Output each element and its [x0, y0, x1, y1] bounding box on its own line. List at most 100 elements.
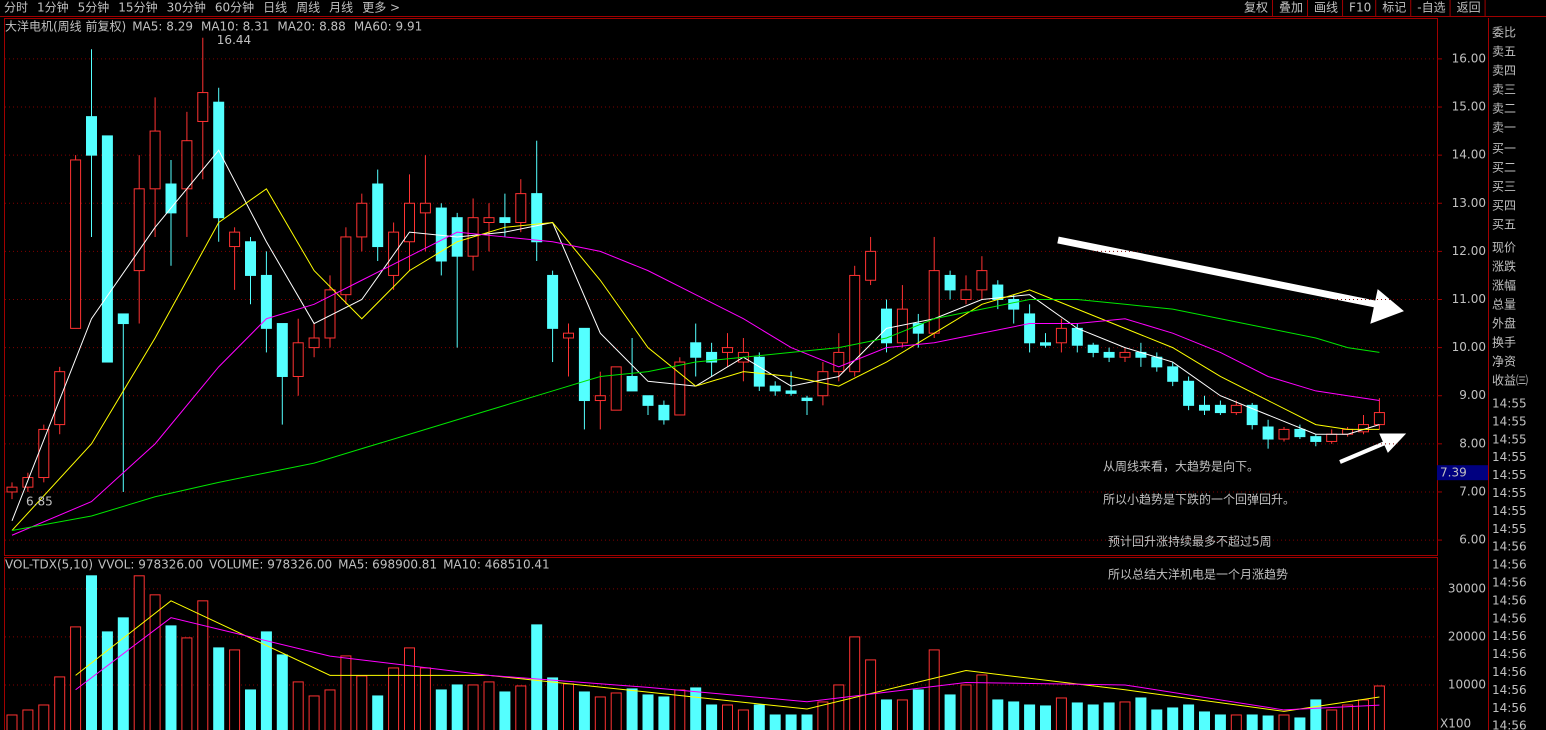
period-tab[interactable]: 60分钟 — [215, 0, 254, 15]
volume-bar — [531, 624, 543, 730]
toolbar-button[interactable]: 画线 — [1314, 1, 1338, 15]
volume-bar — [372, 695, 384, 730]
quote-time: 14:55 — [1492, 522, 1527, 536]
ma-line — [11, 298, 1380, 531]
period-tab[interactable]: 30分钟 — [167, 0, 206, 15]
annotation: 所以总结大洋机电是一个月涨趋势 — [1108, 567, 1288, 582]
period-tab[interactable]: 月线 — [329, 1, 353, 15]
volume-bar — [388, 667, 400, 730]
candle-body — [1214, 404, 1226, 414]
y-tick-label: 15.00 — [1452, 100, 1486, 114]
candle-body — [1040, 342, 1051, 346]
period-tab[interactable]: 15分钟 — [118, 0, 157, 15]
toolbar-button[interactable]: -自选 — [1417, 1, 1445, 15]
volume-bar — [245, 689, 256, 730]
period-tab[interactable]: 日线 — [263, 1, 287, 15]
candle-body — [642, 395, 654, 406]
volume-bar — [706, 704, 718, 730]
period-tab[interactable]: 分时 — [4, 1, 28, 15]
volume-bar — [149, 594, 161, 730]
volume-bar — [817, 701, 829, 730]
quote-time: 14:56 — [1492, 576, 1527, 590]
candle-body — [578, 327, 590, 402]
quote-time: 14:56 — [1492, 540, 1527, 554]
period-tab[interactable]: 1分钟 — [37, 0, 69, 15]
period-tab[interactable]: 周线 — [296, 1, 320, 15]
quote-label: 总量 — [1492, 298, 1516, 312]
candle-body — [594, 395, 606, 402]
volume-bar — [1119, 701, 1131, 730]
quote-time: 14:55 — [1492, 468, 1527, 482]
candle-body — [276, 323, 288, 377]
candle-body — [547, 274, 559, 329]
toolbar-button[interactable]: F10 — [1349, 1, 1371, 15]
quote-time: 14:56 — [1492, 719, 1527, 730]
volume-bar — [1055, 697, 1067, 730]
toolbar-button[interactable]: 返回 — [1457, 1, 1481, 15]
volume-bar — [594, 696, 606, 730]
volume-bar — [1008, 701, 1020, 730]
volume-bar — [1040, 705, 1051, 730]
candle-body — [1055, 327, 1067, 344]
candle-body — [165, 183, 177, 214]
y-tick-label: 9.00 — [1459, 388, 1486, 402]
quote-time: 14:56 — [1492, 629, 1527, 643]
candle-body — [372, 183, 384, 248]
toolbar-button[interactable]: 复权 — [1244, 1, 1268, 15]
candle-body — [1310, 436, 1322, 442]
volume-bar — [722, 704, 733, 730]
candle-body — [785, 390, 797, 394]
candle-body — [1326, 433, 1338, 442]
period-tab[interactable]: 5分钟 — [78, 0, 110, 15]
volume-bar — [86, 575, 97, 730]
quote-time: 14:56 — [1492, 593, 1527, 607]
volume-bar — [70, 626, 82, 730]
volume-bar — [1326, 709, 1338, 730]
volume-bar — [197, 600, 209, 730]
candle-body — [928, 270, 940, 334]
legend-entry: VOLUME: 978326.00 — [209, 558, 332, 572]
candle-body — [881, 308, 892, 344]
volume-bar — [912, 689, 924, 730]
quote-label: 买五 — [1492, 218, 1516, 232]
candle-body — [563, 332, 574, 339]
y-tick-label: 12.00 — [1452, 244, 1486, 258]
high-label: 16.44 — [217, 33, 251, 47]
volume-bar — [1342, 704, 1354, 730]
candle-body — [1294, 428, 1306, 438]
y-tick-label: 8.00 — [1459, 436, 1486, 450]
candle-body — [483, 217, 495, 224]
ma-line — [75, 617, 1380, 711]
y-tick-label: 16.00 — [1452, 51, 1486, 65]
candle-body — [769, 385, 781, 392]
price-panel — [4, 18, 1438, 556]
candle-body — [1024, 313, 1036, 344]
quote-label: 涨跌 — [1492, 259, 1516, 274]
unit-label: X100 — [1440, 717, 1471, 730]
y-tick-label: 7.00 — [1459, 484, 1486, 498]
candle-body — [1199, 404, 1210, 411]
volume-bar — [896, 699, 908, 730]
toolbar-button[interactable]: 标记 — [1382, 1, 1406, 15]
candle-body — [292, 342, 304, 377]
candle-body — [531, 193, 543, 243]
candle-body — [753, 356, 765, 387]
period-tab[interactable]: 更多 > — [362, 1, 400, 15]
volume-title: VOL-TDX(5,10) — [5, 558, 93, 572]
quote-label: 买三 — [1492, 180, 1516, 194]
volume-bar — [610, 692, 622, 730]
volume-bar — [928, 649, 940, 730]
volume-bar — [451, 684, 463, 730]
quote-label: 收益㈢ — [1492, 374, 1528, 388]
volume-bar — [1199, 711, 1210, 730]
volume-bar — [1294, 717, 1306, 730]
toolbar-button[interactable]: 叠加 — [1279, 1, 1303, 15]
volume-bar — [356, 675, 368, 730]
volume-bar — [1373, 685, 1385, 730]
annotation: 所以小趋势是下跌的一个回弹回升。 — [1103, 492, 1295, 507]
volume-bar — [1183, 704, 1195, 730]
quote-label: 买一 — [1492, 142, 1516, 156]
candle-body — [419, 202, 431, 214]
